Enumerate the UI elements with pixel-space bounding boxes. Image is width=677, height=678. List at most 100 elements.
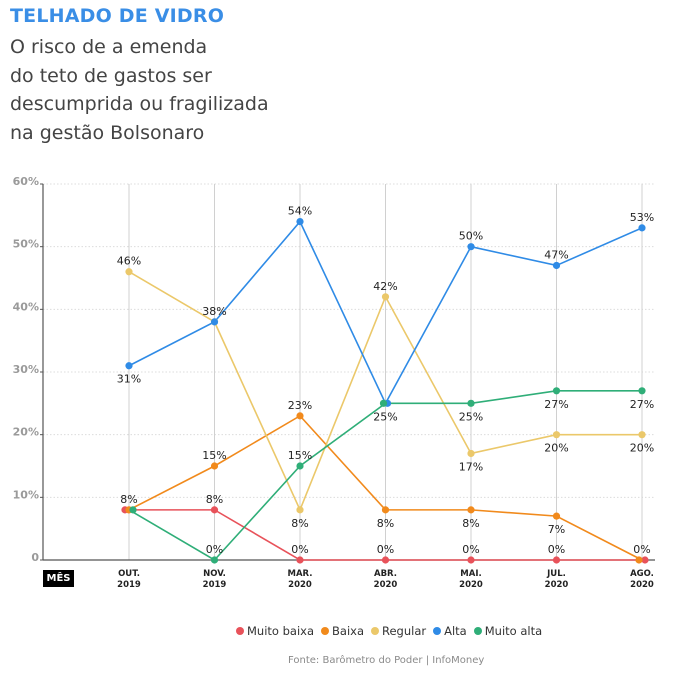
y-tick-label: 40% — [13, 300, 39, 313]
headline-line: descumprida ou fragilizada — [10, 93, 269, 115]
data-point-muito-baixa — [552, 556, 561, 564]
data-label: 0% — [206, 543, 223, 556]
legend-item-muito-alta: Muito alta — [473, 624, 543, 638]
data-point-alta — [638, 224, 646, 232]
data-point-muito-baixa — [467, 556, 475, 564]
y-tick-label: 0 — [31, 551, 39, 564]
legend-label: Regular — [382, 624, 427, 638]
data-label: 31% — [117, 373, 141, 386]
y-tick-label: 60% — [13, 175, 39, 188]
data-point-muito-alta — [467, 399, 475, 407]
x-tick-label-month: OUT. — [118, 569, 140, 579]
data-label: 0% — [377, 543, 394, 556]
x-tick-label-year: 2019 — [117, 580, 141, 590]
data-point-alta — [125, 362, 133, 370]
data-point-muito-alta — [129, 506, 137, 514]
data-point-regular — [467, 449, 475, 458]
data-label: 8% — [377, 517, 394, 530]
legend-label: Baixa — [332, 624, 364, 638]
grid-layer — [43, 183, 655, 498]
data-point-muito-alta — [552, 387, 561, 395]
data-point-muito-alta — [210, 556, 219, 564]
data-point-regular — [381, 293, 390, 301]
legend-dot-icon — [321, 627, 330, 635]
data-label: 47% — [544, 248, 568, 261]
data-label: 46% — [117, 255, 141, 268]
legend-label: Alta — [444, 624, 467, 638]
x-tick-label-year: 2019 — [203, 580, 227, 590]
data-label: 50% — [459, 230, 483, 243]
x-axis-tag: MÊS — [43, 570, 74, 587]
x-tick-label-month: MAI. — [460, 569, 481, 579]
legend-item-regular: Regular — [371, 624, 426, 638]
legend-item-baixa: Baixa — [321, 624, 364, 638]
data-label: 23% — [288, 399, 312, 412]
data-label: 20% — [544, 442, 568, 455]
legend-label: Muito alta — [484, 624, 543, 638]
data-label: 38% — [202, 305, 226, 318]
data-point-regular — [638, 431, 646, 439]
x-tick-label-month: ABR. — [374, 569, 397, 579]
x-tick-label-year: 2020 — [459, 580, 483, 590]
data-label: 0% — [633, 543, 650, 556]
legend-item-muito-baixa: Muito baixa — [236, 624, 314, 638]
x-tick-label-month: NOV. — [203, 569, 226, 579]
legend-label: Muito baixa — [247, 624, 315, 638]
data-point-alta — [552, 261, 561, 270]
legend-item-alta: Alta — [433, 624, 467, 638]
legend-dot-icon — [371, 627, 379, 635]
data-point-muito-baixa — [296, 556, 304, 564]
data-label: 25% — [459, 410, 483, 423]
data-label: 53% — [630, 211, 654, 224]
y-tick-label: 50% — [13, 238, 39, 251]
data-point-muito-alta — [379, 399, 388, 407]
legend-dot-icon — [473, 627, 482, 635]
data-label: 15% — [288, 449, 312, 462]
data-label: 25% — [373, 410, 397, 423]
data-label: 8% — [291, 517, 308, 530]
x-tick-label-year: 2020 — [288, 580, 312, 590]
headline-line: O risco de a emenda — [10, 36, 208, 58]
data-point-baixa — [381, 506, 390, 514]
data-point-regular — [552, 431, 561, 439]
data-label: 20% — [630, 442, 654, 455]
chart-headline: O risco de a emenda do teto de gastos se… — [10, 33, 330, 147]
chart-kicker: TELHADO DE VIDRO — [10, 5, 225, 27]
x-tick-label-year: 2020 — [545, 580, 569, 590]
series-layer — [121, 218, 649, 564]
data-point-alta — [296, 218, 304, 226]
data-point-baixa — [635, 556, 643, 564]
legend-dot-icon — [236, 627, 244, 635]
data-point-baixa — [552, 512, 561, 520]
data-point-baixa — [210, 462, 219, 470]
data-point-baixa — [467, 506, 475, 514]
headline-line: do teto de gastos ser — [10, 64, 212, 87]
x-tick-label-year: 2020 — [630, 580, 654, 590]
data-point-regular — [125, 268, 133, 276]
data-label: 54% — [288, 205, 312, 218]
axis-layer: 010%20%30%40%50%60%OUT.2019NOV.2019MAR.2… — [13, 175, 655, 590]
data-label: 7% — [548, 523, 565, 536]
data-label: 17% — [459, 460, 483, 473]
legend-dot-icon — [433, 627, 442, 635]
data-label: 0% — [462, 543, 479, 556]
data-point-alta — [467, 243, 475, 251]
y-tick-label: 30% — [13, 363, 39, 376]
x-tick-label-month: AGO. — [630, 569, 654, 579]
data-label: 27% — [544, 398, 568, 411]
y-tick-label: 20% — [13, 426, 39, 439]
data-label: 42% — [373, 280, 397, 293]
data-point-muito-baixa — [210, 506, 219, 514]
data-point-muito-alta — [638, 387, 646, 395]
data-point-alta — [210, 318, 219, 326]
data-label: 15% — [202, 449, 226, 462]
data-point-muito-baixa — [381, 556, 390, 564]
legend: Muito baixa Baixa Regular Alta Muito alt… — [236, 624, 542, 638]
data-point-regular — [296, 506, 304, 514]
x-tick-label-month: JUL. — [546, 569, 566, 579]
data-label: 0% — [548, 543, 565, 556]
data-point-muito-alta — [296, 462, 304, 470]
x-tick-label-year: 2020 — [374, 580, 398, 590]
headline-line: na gestão Bolsonaro — [10, 121, 205, 144]
